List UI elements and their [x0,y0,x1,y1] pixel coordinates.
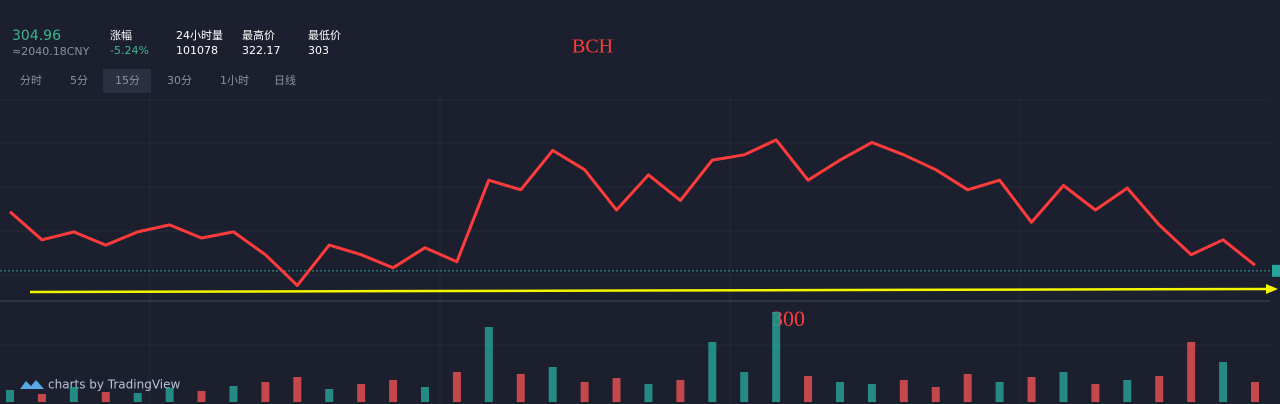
volume-bar [69,387,78,402]
stat-value: -5.24% [110,44,149,57]
volume-bar [421,387,429,402]
volume-bar [1027,377,1036,402]
volume-bar [580,382,589,402]
grid [0,95,1270,404]
volume-bar [229,386,238,402]
symbol-annotation: BCH [572,36,613,58]
volume-bar [293,377,302,402]
volume-bar [1155,376,1164,402]
active-tab-bg [103,69,151,93]
cny: ≈2040.18CNY [12,45,90,58]
tab[interactable]: 5分 [70,74,88,87]
volume-bar [836,382,844,402]
stat-label: 最高价 [242,28,275,42]
stat-value: 303 [308,44,329,57]
stat-value: 322.17 [242,44,281,57]
volume-bar [1091,384,1100,402]
volume-bar [101,392,110,402]
volume-bar [1187,342,1196,402]
volume-bar [995,382,1004,402]
volume-bar [740,372,749,402]
volume-bar [867,384,876,402]
volume-bar [133,393,142,402]
price-line [9,138,1256,287]
volume-bar [1059,372,1068,402]
stat-value: 101078 [176,44,218,57]
stats: 涨幅 -5.24% 24小时量 101078 最高价 322.17 最低价 303 [110,28,341,57]
volume-bar [931,387,940,402]
current-price-tag [1272,264,1280,277]
volume-bar [676,380,685,402]
volume-bar [6,390,14,402]
stat-label: 24小时量 [176,29,223,42]
tab[interactable]: 30分 [167,74,192,87]
brand: charts by TradingView [48,378,180,392]
volume-bar [1251,382,1259,402]
volume-bar [644,384,653,402]
volume-bar [37,394,46,402]
volume-bar [484,327,493,402]
volume-bar [357,384,366,402]
tab[interactable]: 1小时 [220,74,249,87]
volume-bar [389,380,398,402]
volume-bar [899,380,908,402]
volume-bar [708,342,717,402]
volume-bar [772,312,781,402]
volume-bar [1219,362,1228,402]
volume-bar [261,382,270,402]
volume-bar [452,372,461,402]
tab[interactable]: 15分 [115,74,140,87]
volume-bar [165,388,174,402]
stat-label: 涨幅 [110,29,132,42]
tab[interactable]: 日线 [274,73,296,87]
tabs: 分时 5分 15分 30分 1小时 日线 [20,69,296,93]
volume-bar [963,374,972,402]
volume-bar [516,374,525,402]
brand-logo [20,380,44,389]
volume-bar [548,367,557,402]
stat-label: 最低价 [308,29,341,42]
support-arrow [29,284,1278,294]
tab[interactable]: 分时 [20,74,42,87]
volume-bar [1123,380,1132,402]
price: 304.96 [12,28,61,44]
volume-bar [325,389,334,402]
volume-bar [197,391,206,402]
volume-bar [612,378,621,402]
volume-bar [804,376,813,402]
